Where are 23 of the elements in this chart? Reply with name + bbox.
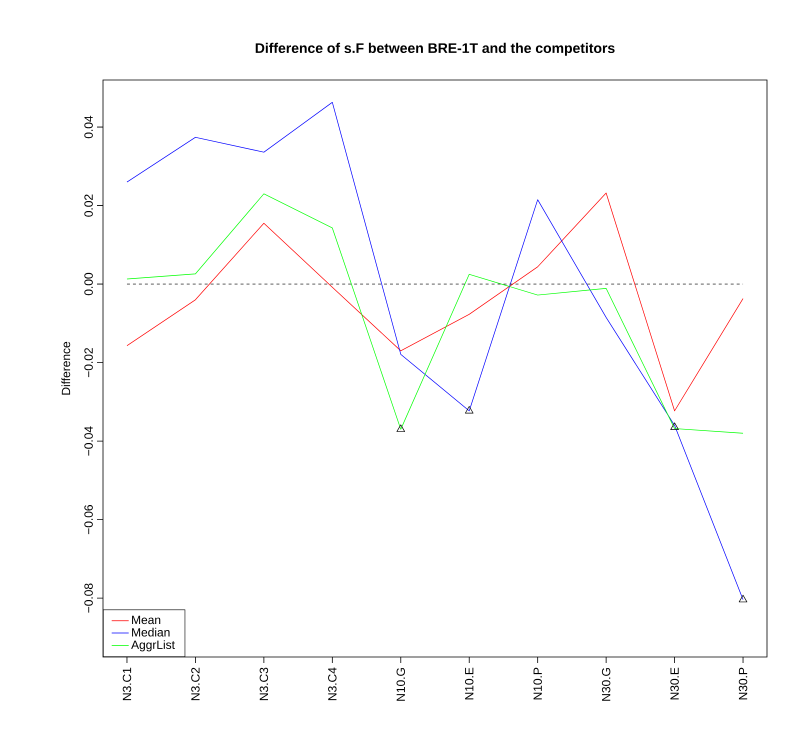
x-tick-label: N10.G <box>396 668 405 701</box>
y-tick-label: −0.08 <box>84 584 93 613</box>
x-tick-label: N3.C4 <box>328 668 337 700</box>
y-tick-label: −0.02 <box>84 348 93 378</box>
y-tick-label: −0.04 <box>84 426 93 456</box>
legend-label: Median <box>132 628 170 637</box>
x-tick-label: N3.C1 <box>122 668 132 700</box>
y-tick-label: −0.06 <box>84 505 93 534</box>
x-tick-label: N30.E <box>670 668 679 700</box>
y-tick-label: 0.02 <box>84 194 93 217</box>
y-tick-label: 0.04 <box>84 116 93 138</box>
x-tick-label: N10.E <box>465 668 474 700</box>
x-tick-label: N3.C3 <box>260 668 268 700</box>
y-tick-label: 0.00 <box>84 272 93 296</box>
x-tick-label: N3.C2 <box>191 668 200 700</box>
line-series <box>126 102 744 600</box>
x-tick-label: N30.P <box>738 668 748 700</box>
y-axis-title: Difference <box>61 342 70 395</box>
x-tick-label: N30.G <box>602 668 610 701</box>
legend-label: AggrList <box>131 640 175 652</box>
x-tick-label: N10.P <box>533 668 542 700</box>
chart-title: Difference of s.F between BRE-1T and the competitors <box>256 42 615 56</box>
legend-label: Mean <box>132 616 160 624</box>
